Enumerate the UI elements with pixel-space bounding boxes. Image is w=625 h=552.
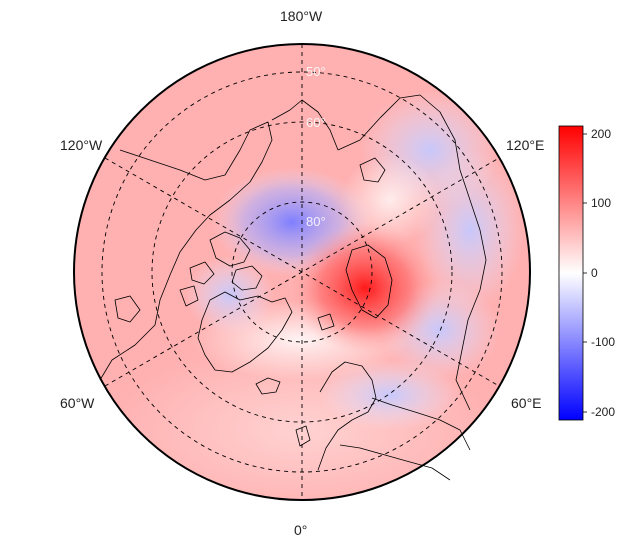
colorbar — [558, 125, 584, 421]
lon-label-60e: 60°E — [511, 395, 542, 411]
colorbar-tick-label: 100 — [591, 196, 612, 210]
colorbar-tick-label: -100 — [591, 335, 616, 349]
lon-label-60w: 60°W — [60, 395, 95, 411]
lon-label-120w: 120°W — [60, 137, 103, 153]
lon-label-180w: 180°W — [280, 8, 323, 24]
coastlines — [99, 94, 487, 481]
colorbar-tick-label: 200 — [591, 127, 612, 141]
lat-circle-80 — [231, 201, 373, 343]
anomaly-field — [74, 44, 530, 500]
lon-label-0: 0° — [294, 522, 308, 538]
colorbar-tick-label: 0 — [591, 266, 598, 280]
lon-label-120e: 120°E — [506, 137, 545, 153]
graticule — [101, 44, 503, 500]
lat-label-50: 50° — [306, 64, 326, 79]
lat-label-80: 80° — [306, 214, 326, 229]
colorbar-tick-label: -200 — [591, 405, 616, 419]
lat-label-60: 60° — [306, 115, 326, 130]
meridian-60w-120e — [104, 157, 500, 387]
globe-outline — [73, 43, 531, 501]
colorbar-ticks — [583, 133, 587, 413]
